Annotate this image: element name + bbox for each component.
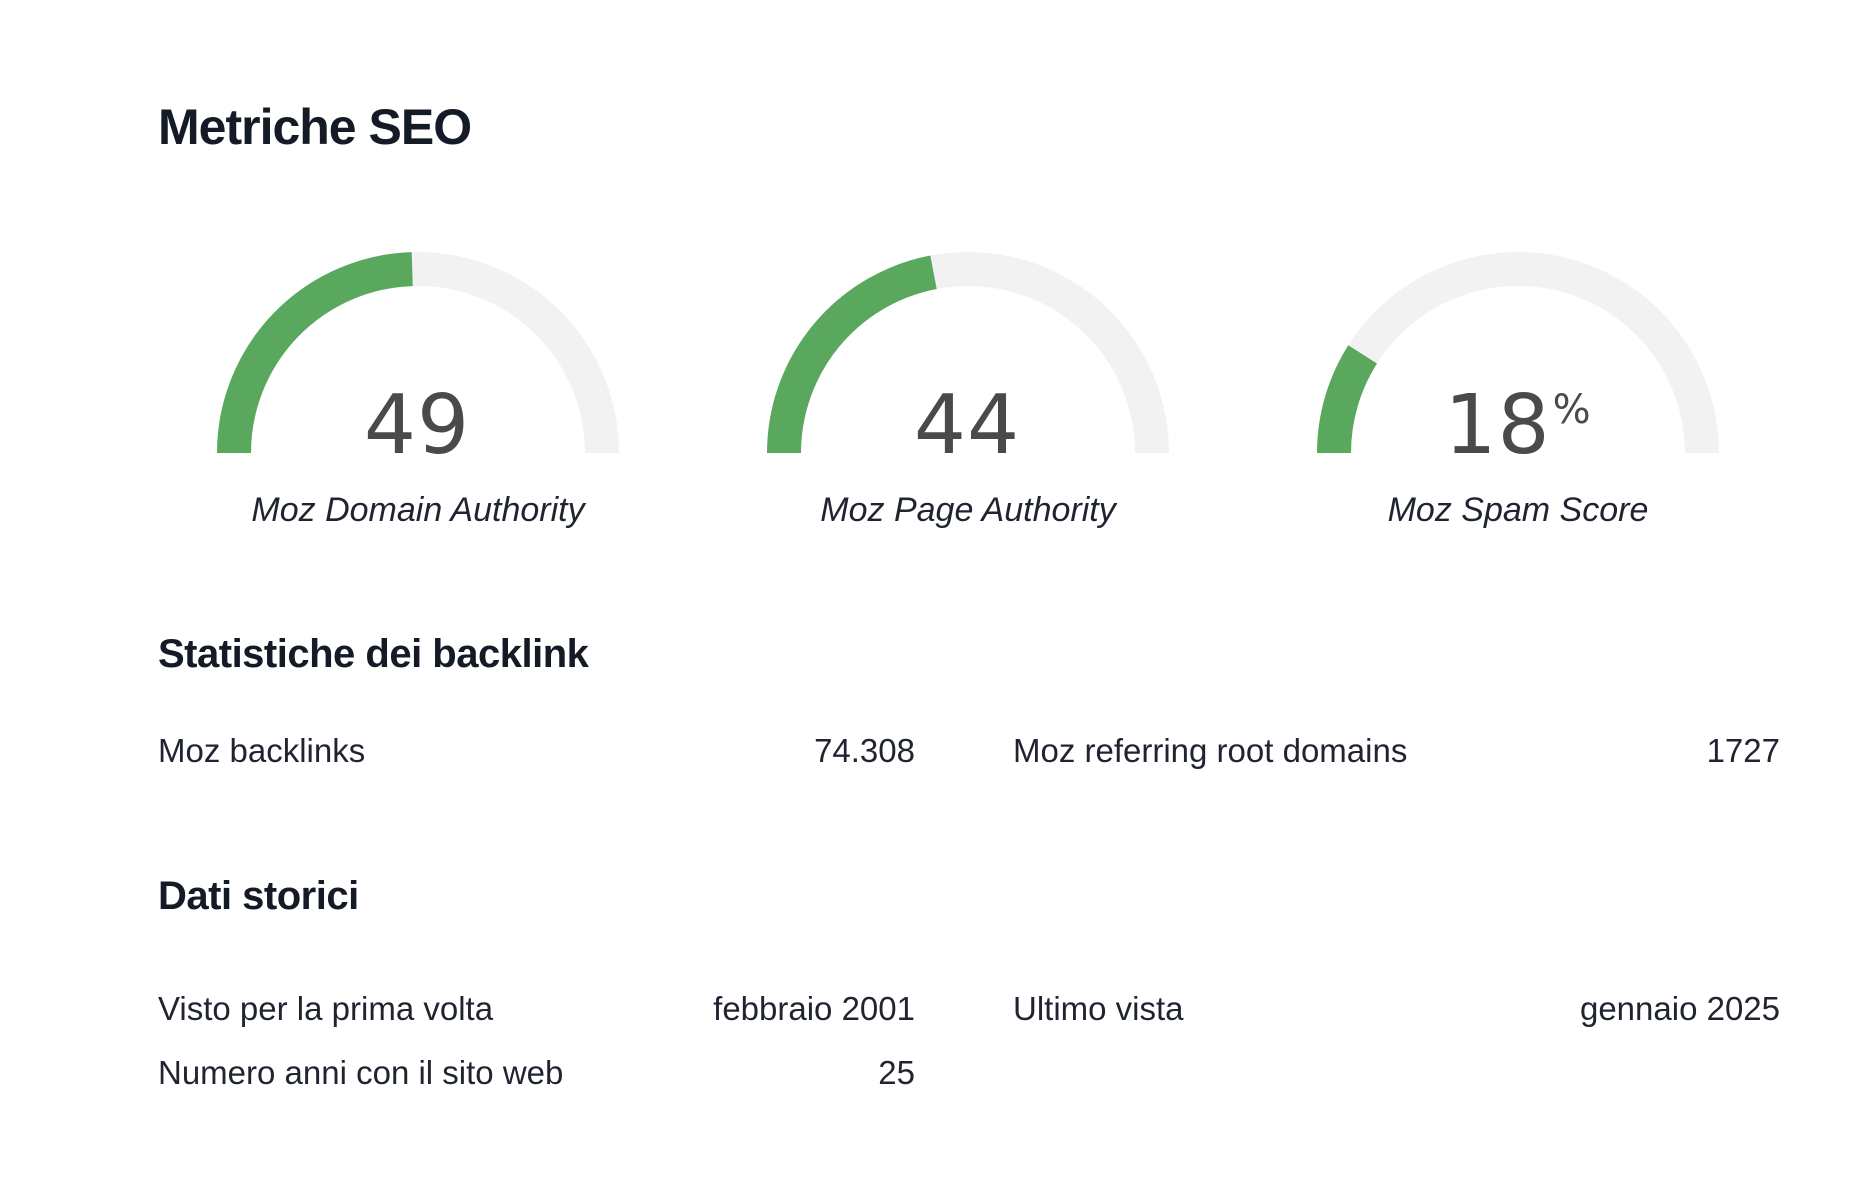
stat-row-first-seen: Visto per la prima volta febbraio 2001: [158, 990, 915, 1034]
gauge-fill: [767, 255, 937, 454]
gauge-label: Moz Spam Score: [1387, 491, 1649, 529]
page-title: Metriche SEO: [158, 99, 472, 155]
stat-row-backlinks: Moz backlinks 74.308: [158, 732, 915, 776]
gauge-page-authority-arc: [767, 252, 1169, 454]
gauge-page-authority: 44 Moz Page Authority: [758, 245, 1178, 545]
stat-label: Ultimo vista: [1013, 990, 1184, 1027]
gauge-label: Moz Domain Authority: [251, 491, 585, 529]
stat-value: 74.308: [814, 732, 915, 769]
history-section-title: Dati storici: [158, 874, 359, 918]
gauge-number: 18: [1444, 378, 1551, 473]
gauge-suffix: %: [1552, 387, 1592, 433]
stat-value: gennaio 2025: [1579, 990, 1780, 1027]
gauge-spam-score: 18% Moz Spam Score: [1308, 245, 1728, 545]
stat-label: Moz referring root domains: [1013, 732, 1408, 769]
stat-row-root-domains: Moz referring root domains 1727: [1013, 732, 1780, 776]
stat-label: Numero anni con il sito web: [158, 1054, 564, 1091]
backlinks-section-title: Statistiche dei backlink: [158, 632, 589, 676]
stat-label: Moz backlinks: [158, 732, 366, 769]
stat-value: febbraio 2001: [713, 990, 915, 1027]
gauge-number: 49: [363, 378, 471, 473]
stat-row-years: Numero anni con il sito web 25: [158, 1054, 915, 1098]
gauge-fill: [217, 252, 413, 454]
gauge-domain-authority-arc: [217, 252, 619, 454]
stat-row-last-seen: Ultimo vista gennaio 2025: [1013, 990, 1780, 1034]
stat-value: 1727: [1706, 732, 1780, 769]
gauge-value: 18%: [1308, 385, 1728, 467]
gauge-fill: [1317, 345, 1378, 454]
gauge-label: Moz Page Authority: [820, 491, 1116, 529]
gauge-domain-authority: 49 Moz Domain Authority: [208, 245, 628, 545]
gauge-number: 44: [913, 378, 1021, 473]
gauges-row: 49 Moz Domain Authority 44 Moz Page Auth…: [208, 245, 1719, 545]
gauge-spam-score-arc: [1317, 252, 1719, 454]
gauge-value: 44: [758, 385, 1178, 467]
gauge-value: 49: [208, 385, 628, 467]
stat-label: Visto per la prima volta: [158, 990, 494, 1027]
stat-value: 25: [878, 1054, 915, 1091]
